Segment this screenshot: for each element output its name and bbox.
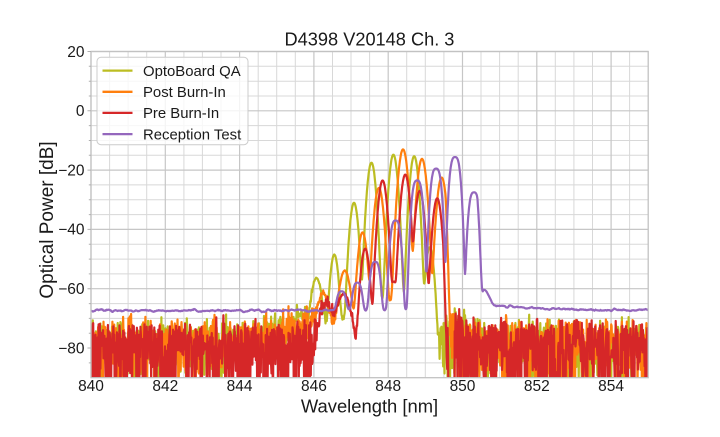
svg-text:840: 840 [78, 378, 104, 395]
svg-text:OptoBoard QA: OptoBoard QA [143, 64, 241, 80]
svg-text:Reception Test: Reception Test [143, 127, 242, 143]
svg-text:Pre Burn-In: Pre Burn-In [143, 106, 219, 122]
svg-text:854: 854 [598, 378, 624, 395]
svg-text:−60: −60 [58, 281, 85, 298]
svg-text:D4398 V20148 Ch. 3: D4398 V20148 Ch. 3 [285, 30, 455, 50]
svg-text:Post Burn-In: Post Burn-In [143, 85, 226, 101]
svg-text:844: 844 [227, 378, 253, 395]
svg-text:848: 848 [375, 378, 401, 395]
svg-text:20: 20 [67, 44, 85, 61]
svg-text:−80: −80 [58, 340, 85, 357]
svg-text:852: 852 [524, 378, 550, 395]
svg-text:−20: −20 [58, 162, 85, 179]
svg-text:Optical Power [dB]: Optical Power [dB] [37, 141, 58, 298]
svg-text:Wavelength [nm]: Wavelength [nm] [301, 396, 438, 417]
svg-text:842: 842 [152, 378, 178, 395]
svg-text:850: 850 [450, 378, 476, 395]
svg-text:−40: −40 [58, 222, 85, 239]
svg-text:0: 0 [76, 103, 85, 120]
svg-text:846: 846 [301, 378, 327, 395]
